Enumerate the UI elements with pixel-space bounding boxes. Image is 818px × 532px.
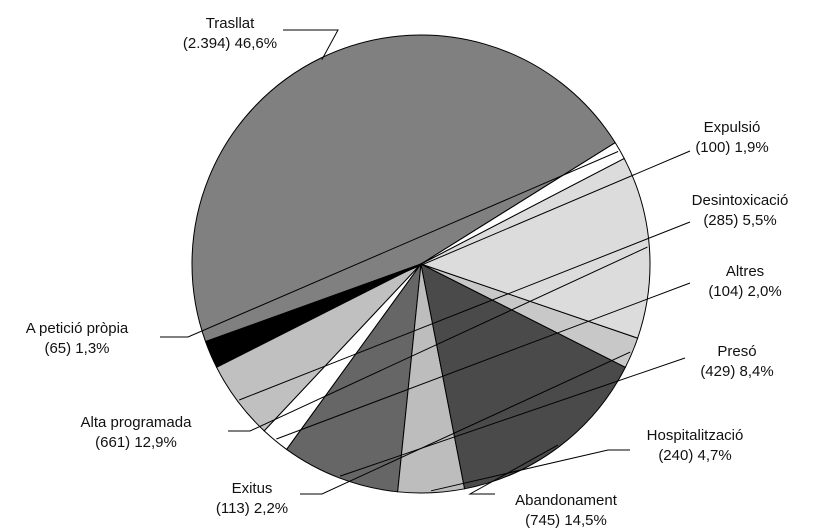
leader-line-a-peticio-propia bbox=[160, 151, 619, 338]
slice-label-abandonament: Abandonament bbox=[515, 492, 618, 509]
slice-label-trasllat: Trasllat bbox=[206, 15, 255, 32]
slice-label-expulsio: Expulsió bbox=[704, 119, 761, 136]
pie-slice-abandonament bbox=[420, 263, 627, 490]
pie-slices bbox=[191, 34, 651, 494]
slice-label-altres: Altres bbox=[726, 263, 764, 280]
leader-line-expulsio bbox=[212, 150, 691, 355]
slice-value-preso: (429) 8,4% bbox=[700, 363, 773, 380]
leader-line-exitus bbox=[300, 351, 631, 495]
slice-labels: Trasllat (2.394) 46,6% Expulsió (100) 1,9% D… bbox=[26, 15, 789, 529]
slice-value-alta-programada: (661) 12,9% bbox=[95, 434, 177, 451]
pie-slice-alta-programada bbox=[419, 157, 651, 339]
leader-line-trasllat bbox=[283, 29, 339, 61]
slice-value-exitus: (113) 2,2% bbox=[216, 500, 288, 517]
leader-line-hospitalitzacio bbox=[430, 449, 630, 492]
pie-slice-a-peticio-propia bbox=[420, 141, 625, 265]
leader-line-desintoxicacio bbox=[239, 221, 691, 401]
leader-line-alta-programada bbox=[228, 246, 648, 432]
slice-label-alta-programada: Alta programada bbox=[81, 414, 193, 431]
slice-value-expulsio: (100) 1,9% bbox=[695, 139, 768, 156]
slice-value-hospitalitzacio: (240) 4,7% bbox=[658, 447, 731, 464]
slice-label-a-peticio-propia: A petició pròpia bbox=[26, 320, 129, 337]
leader-lines bbox=[160, 29, 691, 495]
pie-slice-trasllat bbox=[191, 34, 616, 343]
slice-value-desintoxicacio: (285) 5,5% bbox=[703, 212, 776, 229]
leader-line-preso bbox=[339, 357, 686, 477]
leader-line-altres bbox=[276, 282, 691, 440]
slice-value-altres: (104) 2,0% bbox=[708, 283, 781, 300]
leader-line-abandonament bbox=[468, 444, 559, 495]
slice-label-desintoxicacio: Desintoxicació bbox=[692, 192, 789, 209]
slice-value-abandonament: (745) 14,5% bbox=[525, 512, 607, 529]
slice-label-hospitalitzacio: Hospitalització bbox=[647, 427, 744, 444]
slice-label-preso: Presó bbox=[717, 343, 756, 360]
slice-value-a-peticio-propia: (65) 1,3% bbox=[44, 340, 109, 357]
slice-label-exitus: Exitus bbox=[232, 480, 273, 497]
slice-value-trasllat: (2.394) 46,6% bbox=[183, 35, 277, 52]
pie-slice-preso bbox=[285, 262, 422, 493]
